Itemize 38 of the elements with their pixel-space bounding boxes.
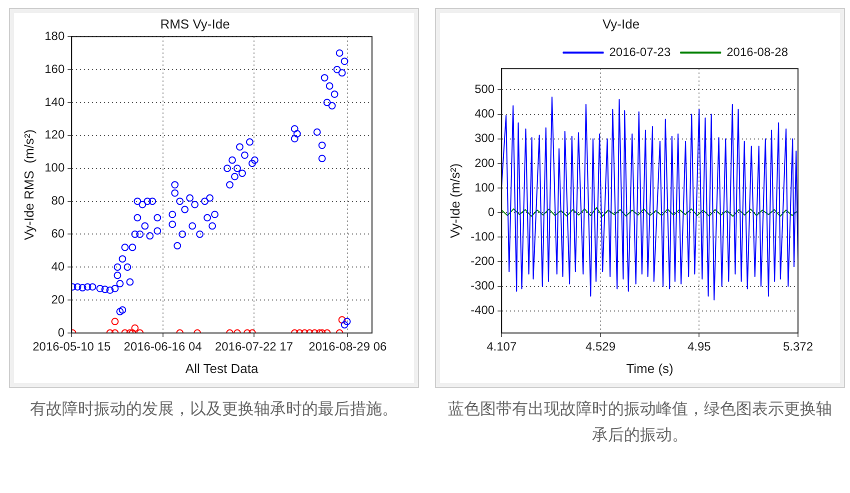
y-tick-label: -300 xyxy=(470,278,495,293)
legend-label: 2016-08-28 xyxy=(726,44,788,59)
y-axis-title: Vy-Ide RMS (m/s²) xyxy=(21,129,36,240)
x-tick-label: 4.529 xyxy=(585,340,616,354)
y-tick-label: 0 xyxy=(58,325,65,340)
x-tick-label: 5.372 xyxy=(782,340,814,354)
legend-label: 2016-07-23 xyxy=(609,44,671,59)
y-tick-label: 400 xyxy=(474,106,495,121)
y-tick-label: -100 xyxy=(470,229,495,244)
y-tick-label: 100 xyxy=(474,180,495,194)
chart-title: RMS Vy-Ide xyxy=(160,16,230,32)
y-tick-label: 200 xyxy=(474,156,495,170)
y-tick-label: 0 xyxy=(488,204,495,219)
x-axis-title: Time (s) xyxy=(626,360,674,376)
chart-title: Vy-Ide xyxy=(602,16,640,32)
x-tick-label: 2016-06-16 04 xyxy=(124,340,202,354)
text: 蓝色图带有出现故障时的振动峰值，绿色图表示更换轴承后的振动。 xyxy=(447,398,833,446)
y-tick-label: 20 xyxy=(51,292,65,306)
x-tick-label: 4.107 xyxy=(486,340,517,354)
y-tick-label: 500 xyxy=(474,82,495,96)
x-tick-label: 2016-07-22 17 xyxy=(214,340,294,354)
y-tick-label: 300 xyxy=(474,131,495,146)
x-tick-label: 2016-08-29 06 xyxy=(308,340,388,354)
x-tick-label: 2016-05-10 15 xyxy=(32,340,111,354)
y-tick-label: 180 xyxy=(44,28,65,43)
y-tick-label: 100 xyxy=(44,160,65,175)
y-tick-label: 40 xyxy=(51,259,65,274)
x-axis-title: All Test Data xyxy=(185,360,259,376)
y-tick-label: 160 xyxy=(44,62,65,76)
x-tick-label: 4.95 xyxy=(687,340,712,354)
y-tick-label: 120 xyxy=(44,128,65,142)
y-tick-label: -400 xyxy=(470,303,495,318)
y-tick-label: 140 xyxy=(44,94,65,109)
y-axis-title: Vy-Ide (m/s²) xyxy=(447,163,462,238)
text: 有故障时振动的发展，以及更换轴承时的最后措施。 xyxy=(29,398,399,420)
y-tick-label: 80 xyxy=(51,194,65,208)
y-tick-label: 60 xyxy=(51,226,65,241)
y-tick-label: -200 xyxy=(470,254,495,268)
